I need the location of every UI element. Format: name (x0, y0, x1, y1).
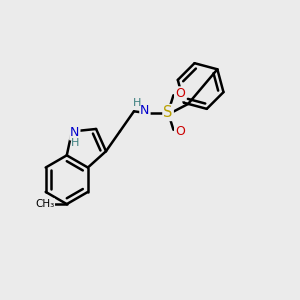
Text: O: O (175, 87, 185, 100)
Text: O: O (175, 125, 185, 138)
Text: H: H (132, 98, 141, 108)
Text: H: H (71, 138, 80, 148)
Text: S: S (164, 105, 173, 120)
Text: CH₃: CH₃ (35, 199, 54, 209)
Text: N: N (70, 127, 80, 140)
Text: N: N (140, 103, 150, 117)
